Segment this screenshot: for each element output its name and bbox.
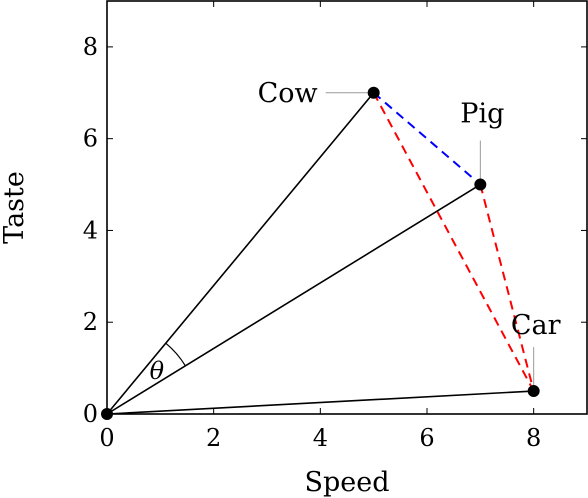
data-point-pig <box>474 178 487 191</box>
point-label-cow: Cow <box>258 78 318 109</box>
x-tick-label: 8 <box>526 424 541 452</box>
y-tick-label: 6 <box>83 125 98 153</box>
distance-line-cow-pig <box>373 92 481 186</box>
distance-line-pig-car <box>479 184 535 392</box>
point-label-pig: Pig <box>460 99 504 130</box>
origin-point <box>101 408 113 420</box>
data-point-cow <box>367 86 380 99</box>
point-label-car: Car <box>511 310 561 341</box>
y-tick-label: 8 <box>83 33 98 61</box>
y-axis-title: Taste <box>0 171 30 244</box>
vector-line-cow <box>106 92 375 415</box>
angle-label: θ <box>150 357 165 385</box>
distance-line-cow-car <box>372 92 535 392</box>
vector-line-pig <box>106 183 481 415</box>
x-tick-label: 0 <box>99 424 114 452</box>
x-tick-label: 6 <box>419 424 434 452</box>
y-tick-label: 0 <box>83 400 98 428</box>
y-tick-label: 2 <box>83 308 98 336</box>
y-tick-label: 4 <box>83 216 98 244</box>
data-point-car <box>527 385 540 398</box>
plot-frame <box>106 0 588 415</box>
x-tick-label: 2 <box>206 424 221 452</box>
vector-line-car <box>106 390 534 415</box>
x-tick-label: 4 <box>313 424 328 452</box>
angle-arc <box>165 342 186 367</box>
x-axis-title: Speed <box>304 467 389 498</box>
